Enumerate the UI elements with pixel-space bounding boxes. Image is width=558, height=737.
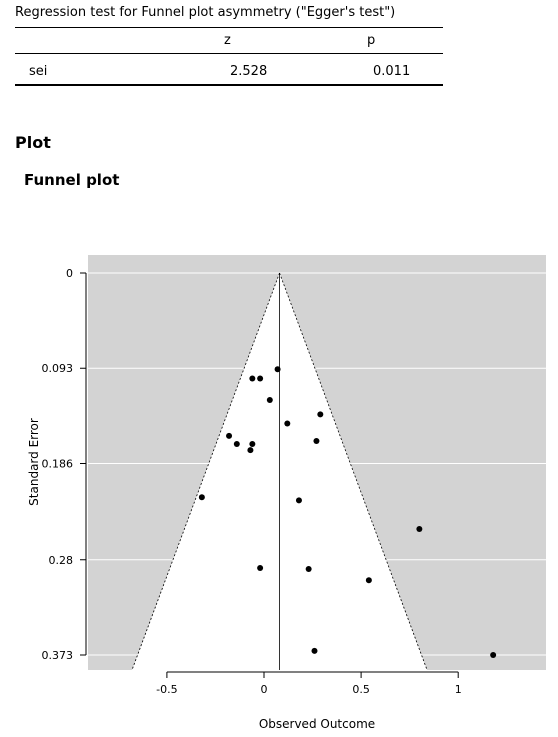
data-point-9: [313, 437, 320, 444]
data-point-3: [266, 396, 273, 403]
header-p: p: [367, 33, 376, 48]
y-axis: 0 0.093 0.186 0.28 0.373: [42, 267, 87, 662]
x-axis-label: Observed Outcome: [259, 717, 375, 731]
data-point-16: [365, 577, 372, 584]
funnel-left-boundary: [131, 272, 280, 671]
header-z: z: [224, 33, 231, 48]
data-point-1: [249, 375, 256, 382]
funnel-right-boundary: [279, 272, 428, 671]
data-point-8: [249, 441, 256, 448]
y-tick-label-4: 0.373: [42, 649, 74, 662]
y-tick-label-3: 0.28: [49, 554, 74, 567]
data-point-14: [257, 564, 264, 571]
data-point-5: [284, 420, 291, 427]
data-point-15: [305, 565, 312, 572]
data-point-0: [274, 366, 281, 373]
funnel-plot-title: Funnel plot: [24, 171, 120, 189]
data-point-17: [311, 647, 318, 654]
x-axis: -0.5 0 0.5 1: [156, 671, 462, 696]
table-bottom-rule: [15, 84, 443, 86]
data-point-2: [257, 375, 264, 382]
table-top-rule: [15, 27, 443, 28]
data-point-10: [247, 447, 254, 454]
section-title-plot: Plot: [15, 133, 51, 152]
data-points: [198, 366, 497, 658]
y-tick-label-0: 0: [66, 267, 73, 280]
data-point-4: [317, 411, 324, 418]
table-header-rule: [15, 53, 443, 54]
data-point-6: [226, 432, 233, 439]
x-tick-label-2: 0.5: [352, 683, 370, 696]
data-point-11: [198, 494, 205, 501]
data-point-18: [490, 652, 497, 658]
row-label-sei: sei: [29, 64, 48, 79]
cell-p-value: 0.011: [373, 64, 411, 79]
x-tick-label-1: 0: [261, 683, 268, 696]
y-axis-label: Standard Error: [27, 418, 41, 506]
data-point-12: [295, 497, 302, 504]
cell-z-value: 2.528: [230, 64, 268, 79]
data-point-7: [233, 441, 240, 448]
egger-table-title: Regression test for Funnel plot asymmetr…: [15, 5, 396, 20]
y-tick-label-2: 0.186: [42, 457, 74, 470]
x-tick-label-3: 1: [455, 683, 462, 696]
y-tick-label-1: 0.093: [42, 362, 74, 375]
x-tick-label-0: -0.5: [156, 683, 177, 696]
data-point-13: [416, 526, 423, 533]
